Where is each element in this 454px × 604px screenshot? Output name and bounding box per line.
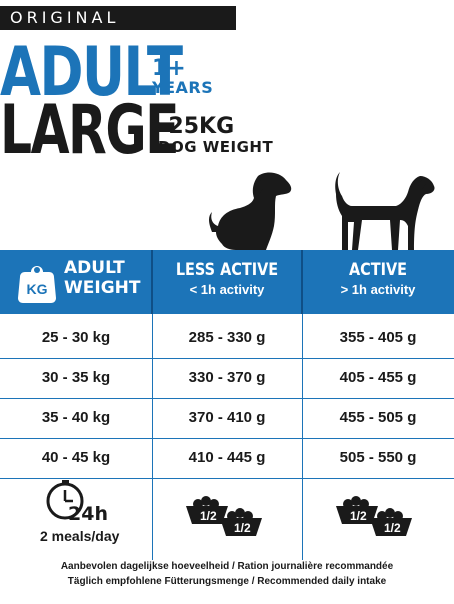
kg-icon-label: KG	[26, 281, 48, 297]
cell-active: 455 - 505 g	[339, 409, 417, 426]
cell-weight: 40 - 45 kg	[41, 449, 111, 466]
header-divider	[301, 250, 303, 314]
bowl-half-label: 1/2	[350, 509, 367, 523]
weight-kg-icon	[18, 266, 56, 303]
meals-label: 2 meals/day	[40, 528, 120, 544]
table-row: 35 - 40 kg 370 - 410 g 455 - 505 g	[0, 398, 454, 439]
cell-weight: 25 - 30 kg	[41, 329, 111, 346]
title-large: LARGE	[0, 91, 180, 170]
header-weight-line2: WEIGHT	[64, 278, 141, 298]
original-badge: ORIGINAL	[0, 6, 236, 30]
bowl-half-label: 1/2	[200, 509, 217, 523]
food-bowl-icon	[220, 508, 262, 536]
header-cell-active: ACTIVE > 1h activity	[302, 250, 454, 314]
cell-active: 505 - 550 g	[339, 449, 417, 466]
header-active-sub: > 1h activity	[340, 282, 416, 297]
cell-less-active: 285 - 330 g	[188, 329, 266, 346]
header-weight-line1: ADULT	[64, 258, 125, 278]
header-less-active-title: LESS ACTIVE	[175, 260, 279, 280]
table-row: 40 - 45 kg 410 - 445 g 505 - 550 g	[0, 438, 454, 479]
bowl-half-label: 1/2	[384, 521, 401, 535]
title-adult: ADULT	[0, 33, 183, 112]
header-less-active-sub: < 1h activity	[189, 282, 265, 297]
cell-less-active: 410 - 445 g	[188, 449, 266, 466]
age-unit: YEARS	[152, 78, 214, 97]
cell-active: 405 - 455 g	[339, 369, 417, 386]
age-value: 1+	[152, 56, 186, 81]
table-header: KG ADULT WEIGHT LESS ACTIVE < 1h activit…	[0, 250, 454, 314]
standing-dog-icon	[335, 172, 435, 250]
clock-icon	[46, 480, 84, 520]
bowls-active: 1/2 1/2	[334, 492, 416, 538]
table-row: 25 - 30 kg 285 - 330 g 355 - 405 g	[0, 318, 454, 359]
grid-line	[302, 314, 303, 560]
weight-unit: DOG WEIGHT	[158, 138, 274, 156]
food-bowl-icon	[186, 496, 228, 524]
header-cell-less-active: LESS ACTIVE < 1h activity	[152, 250, 302, 314]
food-bowl-icon	[336, 496, 378, 524]
footer-line-2: Täglich empfohlene Fütterungsmenge / Rec…	[67, 576, 387, 587]
footer-line-1: Aanbevolen dagelijkse hoeveelheid / Rati…	[60, 561, 394, 572]
bowls-less-active: 1/2 1/2	[184, 492, 266, 538]
header-cell-weight: KG ADULT WEIGHT	[0, 250, 152, 314]
sitting-dog-icon	[209, 172, 292, 250]
header-active-title: ACTIVE	[348, 260, 408, 280]
cell-less-active: 330 - 370 g	[188, 369, 266, 386]
grid-line	[152, 314, 153, 560]
food-bowl-icon	[370, 508, 412, 536]
weight-value: >25KG	[150, 114, 235, 139]
header-divider	[151, 250, 153, 314]
cell-weight: 30 - 35 kg	[41, 369, 111, 386]
cell-weight: 35 - 40 kg	[41, 409, 111, 426]
bowl-half-label: 1/2	[234, 521, 251, 535]
table-row: 30 - 35 kg 330 - 370 g 405 - 455 g	[0, 358, 454, 399]
hours-label: 24h	[68, 503, 108, 525]
cell-less-active: 370 - 410 g	[188, 409, 266, 426]
cell-active: 355 - 405 g	[339, 329, 417, 346]
